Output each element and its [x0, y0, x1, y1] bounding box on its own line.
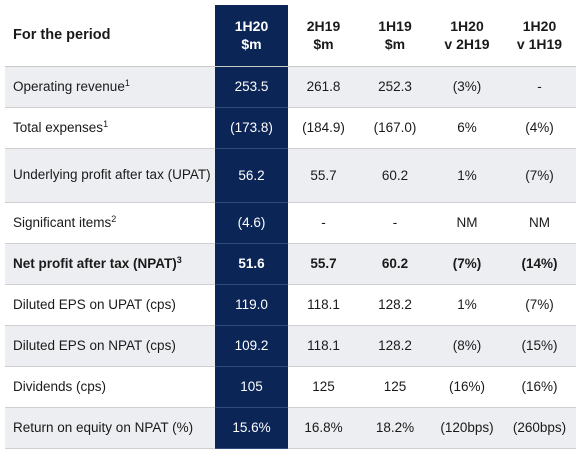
cell-1h19: 128.2: [359, 325, 431, 367]
cell-1h20: 253.5: [215, 66, 288, 108]
col-header-1h20-line1: 1H20: [234, 18, 269, 35]
col-header-1h19-line1: 1H19: [378, 18, 412, 35]
col-header-1h20-v-2h19: 1H20 v 2H19: [431, 5, 503, 67]
cell-2h19: 55.7: [288, 243, 359, 285]
cell-1h20-v-1h19: (16%): [503, 366, 576, 408]
cell-2h19: -: [288, 202, 359, 244]
col-header-1h20-v-1h19-line2: v 1H19: [516, 36, 563, 53]
cell-1h20-v-2h19: 6%: [431, 107, 503, 149]
cell-1h19: 125: [359, 366, 431, 408]
table-body: Operating revenue1 253.5 261.8 252.3 (3%) - To…: [5, 66, 576, 449]
row-label: Net profit after tax (NPAT)3: [5, 243, 215, 285]
footnote-marker: 1: [124, 77, 130, 88]
period-header: For the period: [5, 5, 215, 67]
row-label: Total expenses1: [5, 107, 215, 149]
table-row: Diluted EPS on UPAT (cps) 119.0 118.1 128.2…: [5, 284, 576, 326]
cell-1h20-v-1h19: (14%): [503, 243, 576, 285]
cell-1h20-v-2h19: (16%): [431, 366, 503, 408]
cell-2h19: 261.8: [288, 66, 359, 108]
row-label-text: Diluted EPS on NPAT (cps): [13, 337, 176, 353]
row-label: Operating revenue1: [5, 66, 215, 108]
table-row: Dividends (cps) 105 125 125 (16%) (16%): [5, 366, 576, 408]
col-header-2h19-line1: 2H19: [306, 18, 341, 35]
cell-1h19: 18.2%: [359, 407, 431, 449]
row-label-text: Return on equity on NPAT (%): [13, 419, 194, 435]
cell-1h20-v-1h19: (260bps): [503, 407, 576, 449]
col-header-1h20-v-2h19-line2: v 2H19: [444, 36, 490, 53]
col-header-2h19-line2: $m: [313, 36, 334, 53]
cell-1h19: -: [359, 202, 431, 244]
row-label-text: Diluted EPS on UPAT (cps): [13, 296, 176, 312]
footnote-marker: 2: [111, 213, 117, 224]
financial-summary-table: For the period 1H20 $m 2H19 $m 1H19 $m 1…: [5, 5, 576, 449]
cell-1h20-v-2h19: (3%): [431, 66, 503, 108]
cell-1h20-v-2h19: NM: [431, 202, 503, 244]
cell-2h19: 55.7: [288, 148, 359, 203]
col-header-1h20-v-2h19-line1: 1H20: [450, 18, 484, 35]
cell-2h19: 118.1: [288, 325, 359, 367]
col-header-1h20: 1H20 $m: [215, 5, 288, 67]
cell-1h19: (167.0): [359, 107, 431, 149]
cell-2h19: 16.8%: [288, 407, 359, 449]
table-row: Operating revenue1 253.5 261.8 252.3 (3%) -: [5, 66, 576, 108]
cell-1h19: 128.2: [359, 284, 431, 326]
cell-1h20-v-2h19: (7%): [431, 243, 503, 285]
row-label-text: Dividends (cps): [13, 378, 107, 394]
col-header-1h19-line2: $m: [384, 36, 406, 53]
cell-1h20: 56.2: [215, 148, 288, 203]
cell-2h19: (184.9): [288, 107, 359, 149]
table-row: Net profit after tax (NPAT)3 51.6 55.7 60.2…: [5, 243, 576, 285]
cell-1h20-v-2h19: 1%: [431, 284, 503, 326]
cell-1h20-v-1h19: (7%): [503, 284, 576, 326]
col-header-2h19: 2H19 $m: [288, 5, 359, 67]
cell-1h20-v-2h19: (120bps): [431, 407, 503, 449]
cell-1h20-v-1h19: (15%): [503, 325, 576, 367]
cell-1h20: 51.6: [215, 243, 288, 285]
row-label: Diluted EPS on UPAT (cps): [5, 284, 215, 326]
cell-1h20: 15.6%: [215, 407, 288, 449]
row-label: Significant items2: [5, 202, 215, 244]
cell-1h20: 105: [215, 366, 288, 408]
row-label-text: Underlying profit after tax (UPAT): [13, 167, 211, 182]
table-row: Total expenses1 (173.8) (184.9) (167.0) 6% (4…: [5, 107, 576, 149]
cell-1h20-v-2h19: (8%): [431, 325, 503, 367]
row-label: Underlying profit after tax (UPAT): [5, 148, 215, 203]
cell-1h20: (4.6): [215, 202, 288, 244]
cell-1h20-v-1h19: (7%): [503, 148, 576, 203]
table-row: Diluted EPS on NPAT (cps) 109.2 118.1 128.2…: [5, 325, 576, 367]
col-header-1h19: 1H19 $m: [359, 5, 431, 67]
table-row: Significant items2 (4.6) - - NM NM: [5, 202, 576, 244]
row-label-text: Significant items: [13, 214, 112, 230]
cell-1h20-v-1h19: (4%): [503, 107, 576, 149]
table-row: Underlying profit after tax (UPAT) 56.2 55…: [5, 148, 576, 203]
row-label-text: Net profit after tax (NPAT): [13, 255, 177, 271]
cell-1h20-v-1h19: -: [503, 66, 576, 108]
footnote-marker: 1: [103, 118, 109, 129]
col-header-1h20-line2: $m: [241, 36, 262, 53]
cell-2h19: 125: [288, 366, 359, 408]
row-label-text: Operating revenue: [13, 78, 125, 94]
cell-1h20: 109.2: [215, 325, 288, 367]
cell-1h19: 60.2: [359, 243, 431, 285]
row-label: Dividends (cps): [5, 366, 215, 408]
col-header-1h20-v-1h19: 1H20 v 1H19: [503, 5, 576, 67]
cell-1h19: 60.2: [359, 148, 431, 203]
table-row: Return on equity on NPAT (%) 15.6% 16.8% 18…: [5, 407, 576, 449]
col-header-1h20-v-1h19-line1: 1H20: [522, 18, 557, 35]
cell-1h20: (173.8): [215, 107, 288, 149]
row-label: Diluted EPS on NPAT (cps): [5, 325, 215, 367]
cell-1h19: 252.3: [359, 66, 431, 108]
row-label-text: Total expenses: [13, 119, 104, 135]
cell-1h20-v-1h19: NM: [503, 202, 576, 244]
cell-1h20-v-2h19: 1%: [431, 148, 503, 203]
header-row: For the period 1H20 $m 2H19 $m 1H19 $m 1…: [5, 5, 576, 67]
row-label: Return on equity on NPAT (%): [5, 407, 215, 449]
footnote-marker: 3: [176, 254, 182, 265]
cell-2h19: 118.1: [288, 284, 359, 326]
cell-1h20: 119.0: [215, 284, 288, 326]
